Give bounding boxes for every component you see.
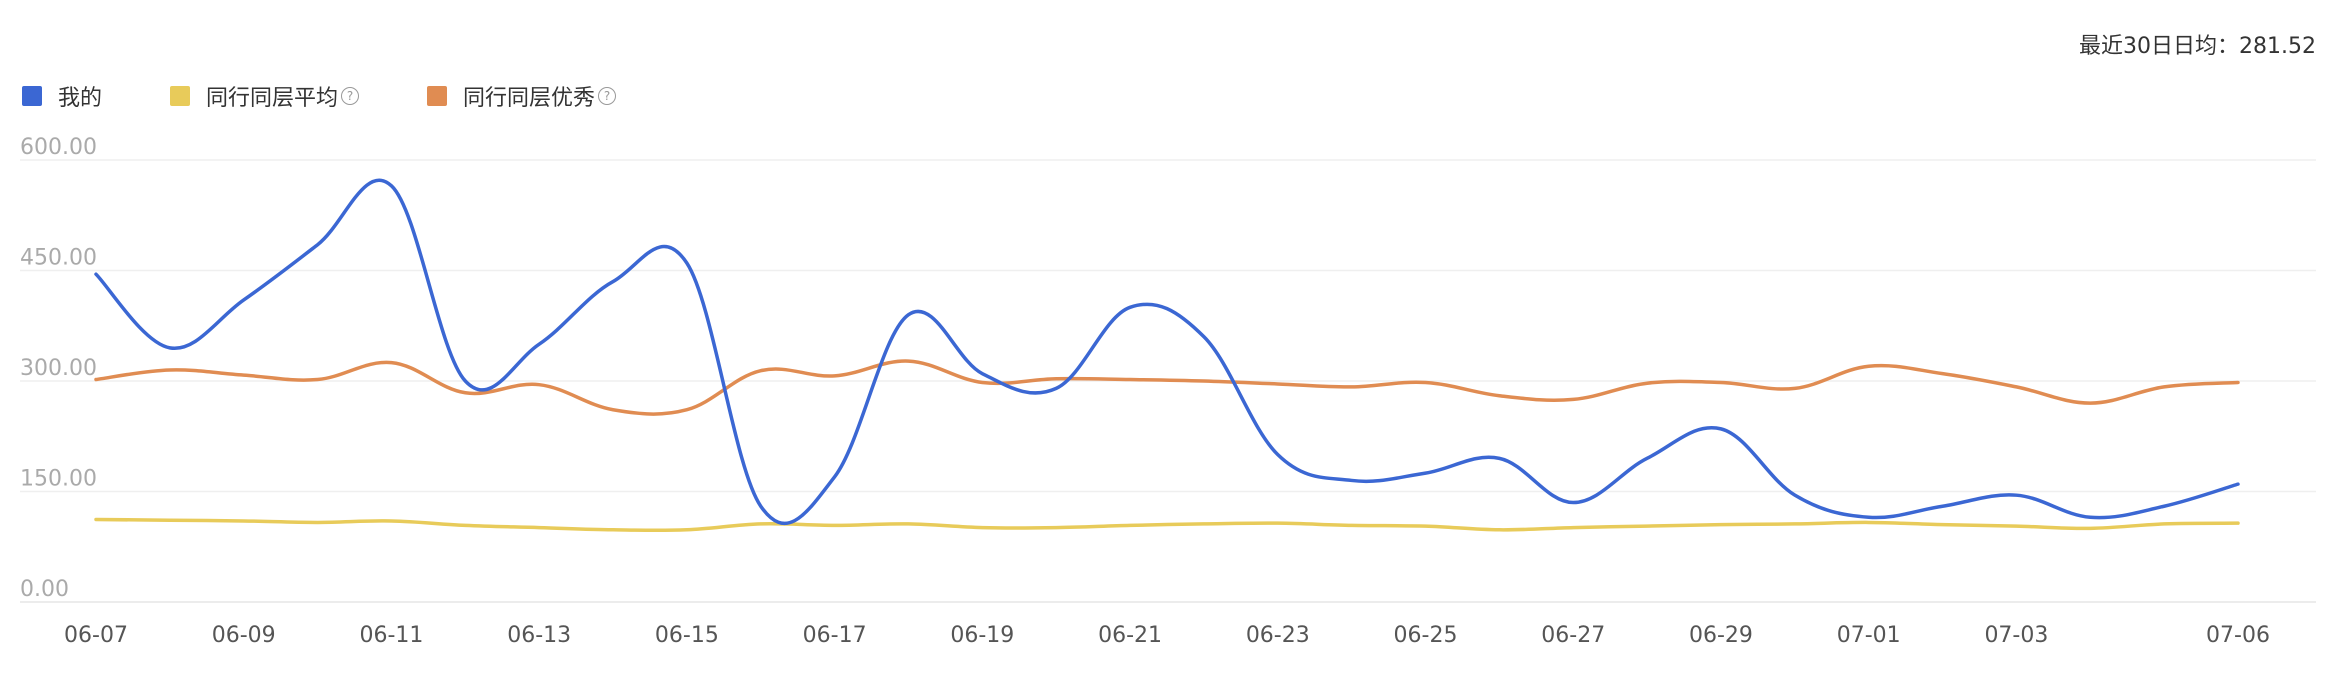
- x-tick-label: 06-15: [655, 623, 719, 648]
- chart-legend: 我的 同行同层平均 ? 同行同层优秀 ?: [22, 80, 684, 112]
- help-icon[interactable]: ?: [341, 87, 360, 105]
- x-tick-label: 06-13: [507, 623, 571, 648]
- summary-value: 281.52: [2239, 34, 2316, 59]
- x-tick-label: 06-25: [1394, 623, 1458, 648]
- legend-swatch-peer-excellent-icon: [427, 86, 448, 106]
- x-tick-label: 06-21: [1098, 623, 1162, 648]
- x-tick-label: 06-19: [950, 623, 1014, 648]
- legend-swatch-mine-icon: [22, 86, 42, 106]
- x-tick-label: 06-09: [212, 623, 276, 648]
- legend-item-peer-average[interactable]: 同行同层平均 ?: [170, 80, 360, 112]
- x-tick-label: 06-27: [1541, 623, 1605, 648]
- series-line-mine: [94, 178, 2240, 526]
- x-tick-label: 06-07: [64, 623, 128, 648]
- legend-label-peer-average: 同行同层平均: [206, 86, 339, 111]
- help-icon[interactable]: ?: [598, 87, 617, 105]
- series-line-peer-excellent: [94, 359, 2240, 416]
- x-tick-label: 06-11: [359, 623, 423, 648]
- summary-label: 最近30日日均：: [2079, 34, 2240, 59]
- x-tick-label: 07-03: [1984, 623, 2048, 648]
- legend-label-peer-excellent: 同行同层优秀: [463, 86, 596, 111]
- x-tick-label: 07-06: [2206, 623, 2270, 648]
- y-tick-label: 300.00: [20, 356, 97, 381]
- legend-swatch-peer-average-icon: [170, 86, 191, 106]
- x-tick-label: 07-01: [1837, 623, 1901, 648]
- y-tick-label: 150.00: [20, 467, 97, 492]
- legend-label-mine: 我的: [58, 86, 103, 111]
- y-tick-label: 450.00: [20, 246, 97, 271]
- x-tick-label: 06-29: [1689, 623, 1753, 648]
- legend-item-mine[interactable]: 我的: [22, 80, 102, 112]
- daily-average-summary: 最近30日日均：281.52: [2079, 28, 2316, 60]
- legend-item-peer-excellent[interactable]: 同行同层优秀 ?: [427, 80, 617, 112]
- x-tick-label: 06-23: [1246, 623, 1310, 648]
- x-tick-label: 06-17: [803, 623, 867, 648]
- y-tick-label: 0.00: [20, 577, 69, 602]
- series-line-peer-average: [94, 517, 2240, 533]
- y-tick-label: 600.00: [20, 135, 97, 160]
